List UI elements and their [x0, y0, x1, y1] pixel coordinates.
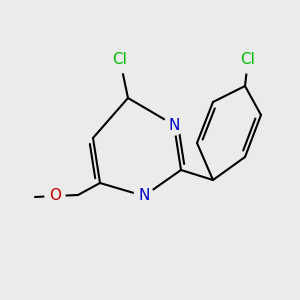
- Circle shape: [134, 186, 154, 206]
- Circle shape: [45, 186, 65, 206]
- Text: O: O: [49, 188, 61, 203]
- Text: N: N: [138, 188, 150, 203]
- Text: Cl: Cl: [112, 52, 128, 68]
- Circle shape: [164, 115, 184, 135]
- Text: Cl: Cl: [241, 52, 255, 68]
- Circle shape: [235, 47, 261, 73]
- Text: N: N: [168, 118, 180, 133]
- Circle shape: [107, 47, 133, 73]
